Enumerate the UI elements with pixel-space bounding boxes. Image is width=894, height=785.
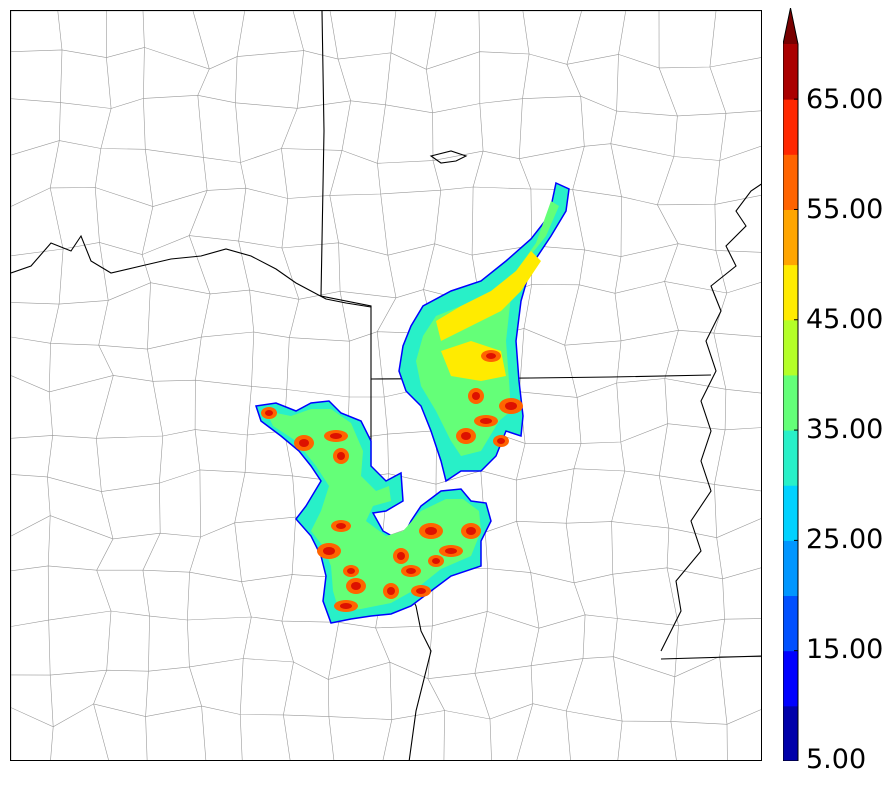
precip-hotspot-core [330, 433, 342, 439]
colorbar-cell [783, 650, 798, 707]
colorbar-cell [783, 154, 798, 210]
precip-hotspot-core [445, 548, 457, 554]
colorbar-cell [783, 705, 798, 761]
map-canvas [11, 11, 761, 760]
county-line [375, 11, 397, 760]
precip-hotspot-core [416, 588, 426, 594]
county-line [564, 11, 586, 760]
precip-hotspot-core [299, 439, 309, 447]
precip-hotspot-core [347, 568, 355, 574]
colorbar-frame [783, 8, 799, 761]
state-boundaries [11, 11, 761, 760]
precip-region-north-high [436, 251, 541, 341]
colorbar-cell [783, 595, 798, 652]
map-panel [10, 10, 762, 761]
colorbar-cell [783, 99, 798, 155]
precip-field [255, 181, 570, 624]
state-border-la-ms [660, 655, 761, 660]
county-line [11, 328, 761, 350]
precip-hotspot-core [425, 527, 437, 535]
colorbar-cell [783, 264, 798, 321]
county-line [47, 11, 64, 760]
colorbar-label-65: 65.00 [806, 84, 884, 115]
precip-hotspot-core [497, 438, 505, 444]
colorbar-cell [783, 485, 798, 541]
precip-region-south-mid [266, 409, 481, 611]
precip-hotspot-core [265, 410, 273, 416]
colorbar [783, 8, 799, 761]
county-line [11, 423, 761, 444]
county-line [281, 11, 305, 760]
county-line [141, 11, 164, 760]
colorbar-cell [783, 430, 798, 486]
colorbar-label-45: 45.00 [806, 304, 884, 335]
county-line [11, 281, 761, 305]
colorbar-cell [783, 374, 798, 431]
red-river-border [11, 234, 372, 308]
colorbar-extend-arrow [783, 8, 798, 44]
county-line [657, 11, 679, 760]
colorbar-cell [783, 319, 798, 376]
lake-outline [429, 150, 468, 164]
colorbar-cells [783, 8, 799, 761]
county-line [11, 94, 761, 117]
precip-hotspot-core [323, 547, 335, 555]
county-line [11, 140, 761, 164]
county-line [327, 11, 352, 760]
county-line [11, 235, 761, 257]
precip-hotspot-core [351, 582, 361, 590]
precip-hotspot-core [505, 402, 517, 410]
precip-hotspot-core [432, 558, 440, 564]
county-line [234, 11, 255, 760]
colorbar-cell [783, 44, 798, 100]
county-line [11, 703, 761, 728]
precip-hotspot-core [466, 527, 476, 535]
county-line [11, 47, 761, 70]
county-boundaries [11, 11, 761, 760]
county-line [610, 11, 626, 760]
precip-hotspot-core [461, 432, 471, 440]
colorbar-label-35: 35.00 [806, 414, 884, 445]
precip-hotspot-core [480, 418, 492, 424]
colorbar-cell [783, 540, 798, 597]
precip-hotspot-core [337, 452, 345, 460]
precip-hotspot-core [406, 568, 416, 574]
colorbar-label-55: 55.00 [806, 194, 884, 225]
colorbar-label-5: 5.00 [806, 744, 867, 775]
colorbar-label-15: 15.00 [806, 634, 884, 665]
county-line [11, 186, 761, 207]
precip-hotspot-core [336, 523, 346, 529]
mississippi-river [660, 183, 761, 652]
county-line [11, 656, 761, 680]
precip-hotspot-core [486, 353, 496, 359]
precip-hotspot-core [472, 392, 480, 400]
county-line [93, 11, 114, 760]
colorbar-cell [783, 209, 798, 266]
precip-hotspot-core [387, 587, 395, 595]
precip-hotspot-core [397, 552, 405, 560]
colorbar-label-25: 25.00 [806, 524, 884, 555]
precip-hotspot-core [340, 603, 352, 609]
county-line [709, 11, 728, 760]
county-line [186, 11, 211, 760]
